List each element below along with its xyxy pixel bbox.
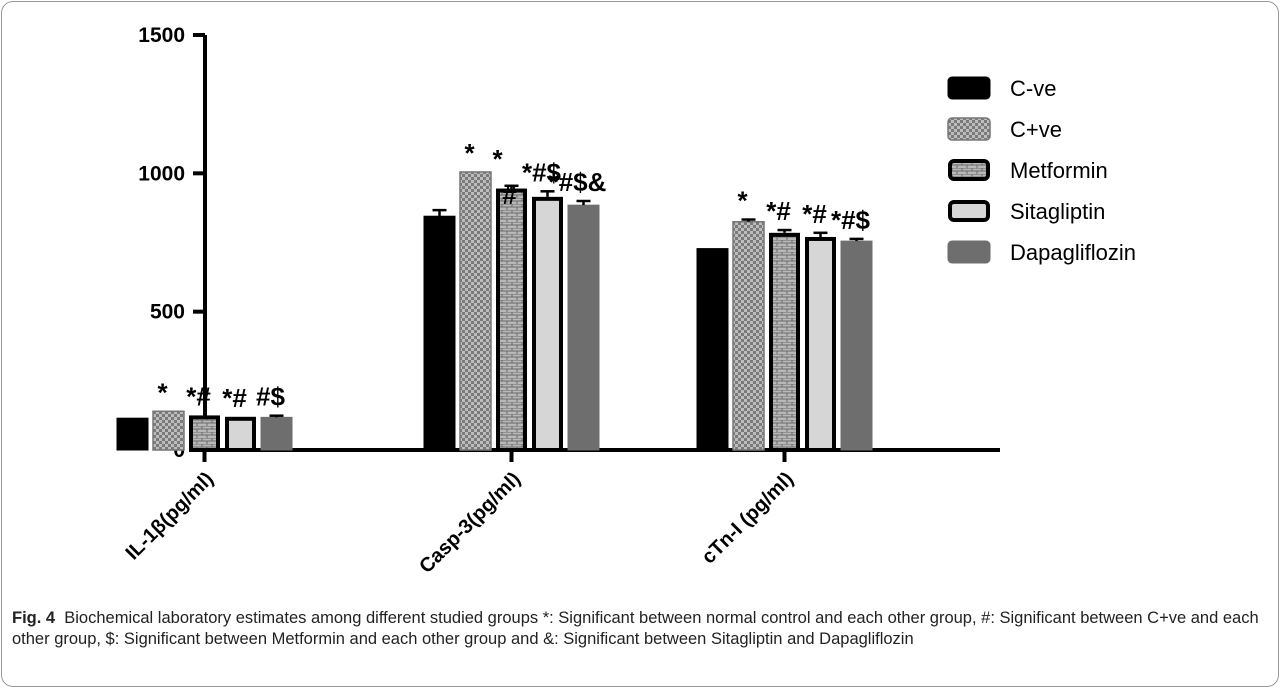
bar-c-ve <box>732 221 765 451</box>
bar-metformin <box>496 188 527 453</box>
legend-label: Dapagliflozin <box>1010 240 1136 265</box>
legend-label: C-ve <box>1010 76 1056 101</box>
legend-swatch <box>948 159 990 181</box>
bar-dapagliflozin <box>840 240 873 451</box>
y-tick-label: 1500 <box>138 24 185 47</box>
bar-c-ve <box>423 215 456 451</box>
caption-text: Biochemical laboratory estimates among d… <box>12 609 1259 648</box>
x-tick-label: cTn-I (pg/ml) <box>698 468 798 568</box>
x-tick-label: Casp-3(pg/ml) <box>415 468 525 578</box>
bar-metformin <box>189 415 220 452</box>
bar-sitagliptin <box>532 196 563 452</box>
significance-label: * <box>464 138 475 168</box>
legend-label: C+ve <box>1010 117 1062 142</box>
bar-sitagliptin <box>225 416 256 452</box>
legend-swatch <box>948 200 990 222</box>
significance-label: * <box>492 144 503 174</box>
legend-swatch <box>947 117 991 141</box>
caption-label: Fig. 4 <box>12 609 56 627</box>
significance-label: *# <box>802 199 827 229</box>
legend-swatch <box>947 76 991 100</box>
significance-label: *# <box>222 383 247 413</box>
x-tick-label: IL-1β(pg/ml) <box>122 468 218 564</box>
bar-c-ve <box>152 410 185 451</box>
bar-c-ve <box>116 417 149 451</box>
significance-label: *#$ <box>522 157 562 187</box>
bar-c-ve <box>459 171 492 451</box>
bars <box>116 171 873 453</box>
bar-dapagliflozin <box>260 416 293 451</box>
y-tick-label: 500 <box>150 301 185 324</box>
bar-chart: 050010001500IL-1β(pg/ml)Casp-3(pg/ml)cTn… <box>116 24 1136 578</box>
legend-swatch <box>947 240 991 264</box>
significance-label: *#$& <box>549 167 607 197</box>
bar-sitagliptin <box>805 236 836 452</box>
significance-label: *# <box>186 381 211 411</box>
legend: C-ve C+ve Metformin Sitagliptin Dapagliflozi… <box>947 76 1136 265</box>
significance-label: *# <box>766 196 791 226</box>
y-tick-label: 1000 <box>138 162 185 185</box>
significance-annotations: * *# *# #$*#* *#$*#$&* *# *# *#$ <box>157 138 870 413</box>
bar-c-ve <box>696 248 729 451</box>
significance-label: #$ <box>256 382 285 412</box>
significance-label: # <box>502 180 517 210</box>
legend-label: Metformin <box>1010 158 1108 183</box>
significance-label: * <box>157 377 168 407</box>
figure-caption: Fig. 4 Biochemical laboratory estimates … <box>12 608 1270 650</box>
significance-label: * <box>737 186 748 216</box>
significance-label: *#$ <box>831 205 871 235</box>
legend-label: Sitagliptin <box>1010 199 1105 224</box>
bar-metformin <box>769 232 800 452</box>
bar-dapagliflozin <box>567 204 600 451</box>
